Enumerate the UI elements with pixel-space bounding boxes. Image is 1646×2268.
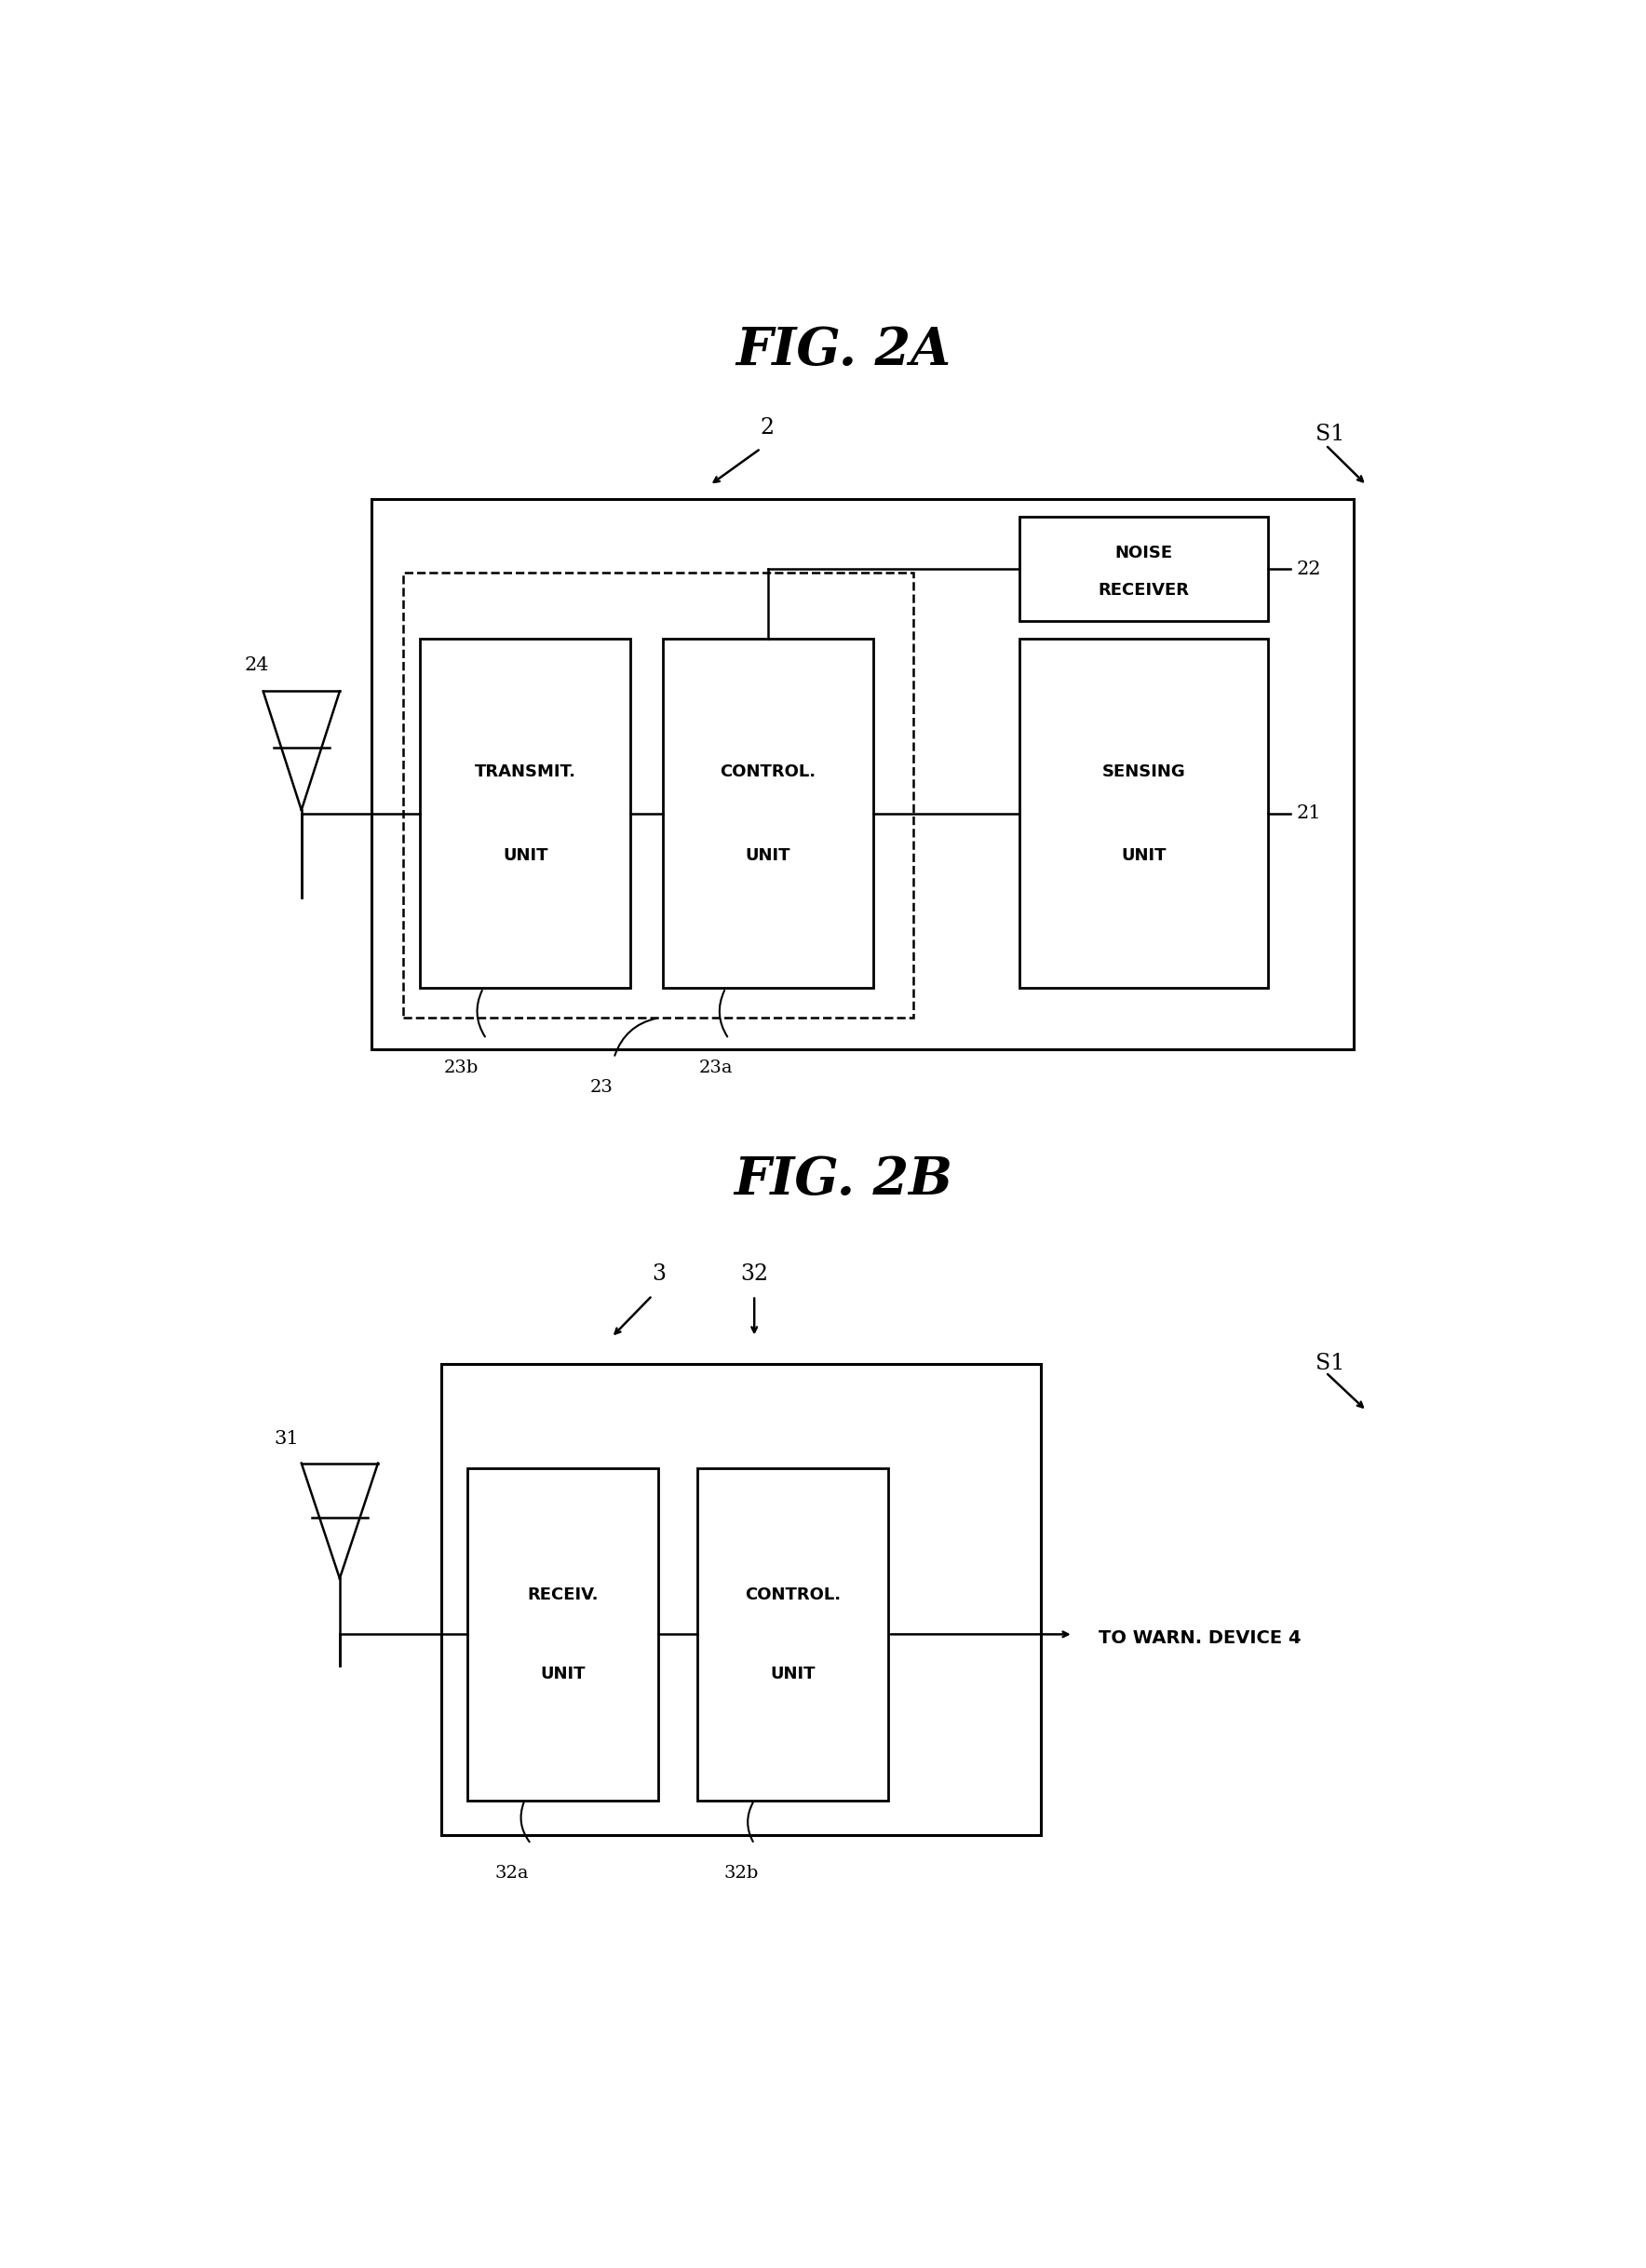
Text: 24: 24 (245, 655, 268, 674)
Text: 32b: 32b (724, 1864, 759, 1882)
Text: TRANSMIT.: TRANSMIT. (474, 764, 576, 780)
Text: 31: 31 (273, 1429, 298, 1447)
Text: 32a: 32a (495, 1864, 528, 1882)
Bar (403, 572, 914, 1018)
Bar (441, 1363, 1042, 1835)
Text: UNIT: UNIT (746, 846, 790, 864)
Text: 23b: 23b (443, 1059, 479, 1077)
Bar (420, 640, 630, 989)
Bar (662, 640, 872, 989)
Bar (1019, 640, 1269, 989)
Text: S1: S1 (1315, 424, 1345, 445)
Text: SENSING: SENSING (1103, 764, 1185, 780)
Text: TO WARN. DEVICE 4: TO WARN. DEVICE 4 (1100, 1628, 1302, 1647)
Bar (696, 1467, 889, 1801)
Bar (1019, 517, 1269, 621)
Text: FIG. 2A: FIG. 2A (736, 324, 951, 376)
Text: 23: 23 (589, 1080, 612, 1095)
Text: CONTROL.: CONTROL. (719, 764, 816, 780)
Bar (467, 1467, 658, 1801)
Text: UNIT: UNIT (1121, 846, 1167, 864)
Text: RECEIVER: RECEIVER (1098, 581, 1190, 599)
Text: 21: 21 (1297, 805, 1322, 823)
Text: 32: 32 (741, 1263, 769, 1286)
Text: 2: 2 (760, 417, 774, 438)
Text: 3: 3 (652, 1263, 665, 1286)
Bar (372, 499, 1355, 1050)
Text: 22: 22 (1297, 560, 1322, 578)
Text: UNIT: UNIT (502, 846, 548, 864)
Text: 23a: 23a (700, 1059, 732, 1077)
Text: UNIT: UNIT (770, 1665, 815, 1683)
Text: UNIT: UNIT (540, 1665, 586, 1683)
Text: CONTROL.: CONTROL. (744, 1585, 841, 1603)
Text: FIG. 2B: FIG. 2B (734, 1154, 953, 1207)
Text: NOISE: NOISE (1114, 544, 1174, 562)
Text: RECEIV.: RECEIV. (527, 1585, 599, 1603)
Text: S1: S1 (1315, 1354, 1345, 1374)
